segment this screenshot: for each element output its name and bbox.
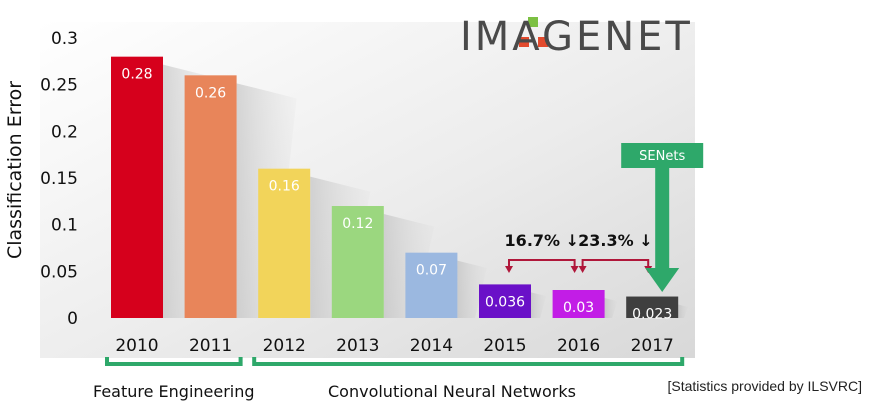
arrow-down-icon (645, 268, 680, 292)
bar-shadow (678, 304, 688, 318)
senets-callout-label: SENets (639, 149, 685, 164)
bar-value-label: 0.12 (342, 216, 373, 232)
x-tick-label: 2014 (410, 336, 453, 356)
group-bracket (252, 357, 685, 366)
arrow-down-icon (578, 266, 587, 273)
x-tick-label: 2011 (189, 336, 232, 356)
x-tick-label: 2010 (115, 336, 158, 356)
bar-value-label: 0.023 (632, 307, 672, 323)
logo-square (528, 17, 538, 27)
bar-value-label: 0.036 (485, 294, 525, 310)
arrow-down-icon (505, 266, 513, 273)
bar-value-label: 0.03 (563, 300, 594, 316)
x-tick-label: 2015 (483, 336, 526, 356)
x-tick-label: 2017 (631, 336, 674, 356)
bar-2016 (552, 290, 605, 318)
imagenet-logo-mark (519, 17, 548, 47)
y-tick-label: 0.15 (40, 169, 78, 189)
y-tick-label: 0.2 (51, 122, 78, 142)
y-tick-label: 0.1 (51, 216, 78, 236)
bar-2013 (331, 206, 384, 318)
bar-shadow (531, 292, 547, 318)
reduction-bracket (581, 259, 650, 270)
senets-arrow-shaft (655, 168, 670, 268)
bar-value-label: 0.28 (121, 67, 152, 83)
group-bracket (105, 357, 243, 366)
x-tick-label: 2016 (557, 336, 600, 356)
x-tick-label: 2012 (263, 336, 306, 356)
bar-value-label: 0.07 (416, 263, 447, 279)
bar-2010 (111, 56, 163, 319)
source-note: [Statistics provided by ILSVRC] (667, 378, 862, 394)
y-axis-label: Classification Error (4, 80, 27, 260)
group-label-feature-engineering: Feature Engineering (93, 382, 255, 401)
y-tick-label: 0.25 (40, 76, 78, 96)
bar-2014 (405, 252, 458, 318)
bar-2015 (479, 284, 531, 318)
bar-2011 (184, 75, 237, 318)
y-tick-label: 0.3 (51, 29, 78, 49)
x-tick-label: 2013 (336, 336, 379, 356)
bar-shadow (604, 298, 618, 318)
group-label-cnn: Convolutional Neural Networks (328, 382, 576, 401)
logo-square (538, 37, 548, 47)
reduction-bracket (508, 259, 576, 270)
logo-square (519, 37, 529, 47)
y-tick-label: 0.05 (40, 262, 78, 282)
reduction-annotation: 16.7% ↓ (505, 231, 579, 250)
imagenet-logo: IMAGENET (460, 14, 693, 60)
reduction-annotation: 23.3% ↓ (578, 231, 652, 250)
bar-2012 (258, 168, 311, 318)
bar-shadow (457, 260, 487, 318)
bar-value-label: 0.26 (195, 85, 226, 101)
y-tick-label: 0 (67, 309, 78, 329)
bar-value-label: 0.16 (269, 179, 300, 195)
bar-2017 (626, 296, 679, 318)
senets-callout-box (621, 143, 704, 168)
arrow-down-icon (570, 266, 579, 273)
